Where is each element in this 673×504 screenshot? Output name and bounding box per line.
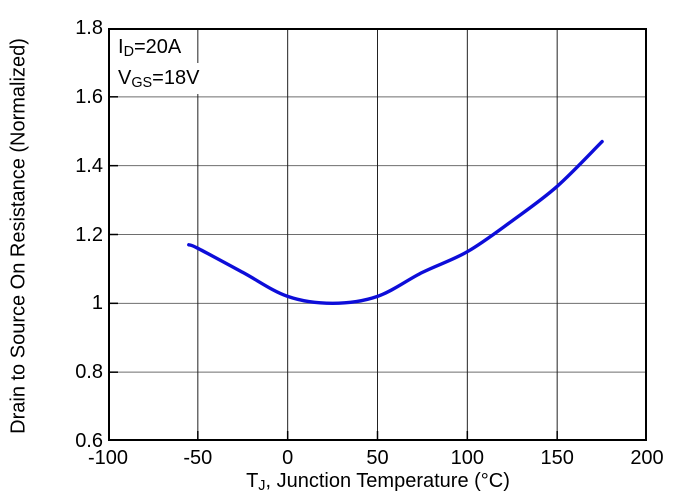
x-tick-label: 150 — [540, 447, 574, 469]
y-tick-label: 1.4 — [75, 154, 103, 177]
x-tick-label: 50 — [366, 447, 389, 469]
plot-area — [108, 28, 647, 441]
annotation-drain-current: ID=20A — [117, 32, 202, 63]
y-tick-label: 1.2 — [75, 223, 103, 246]
x-axis-title: TJ, Junction Temperature (°C) — [246, 470, 510, 493]
annotation-vgs-symbol: V — [118, 67, 132, 89]
x-tick-label: -100 — [87, 447, 129, 469]
y-tick-label: 0.6 — [75, 430, 103, 452]
y-axis-title: Drain to Source On Resistance (Normalize… — [7, 38, 30, 434]
annotation-id-subscript: D — [123, 44, 134, 61]
y-tick-label: 1.8 — [75, 17, 103, 39]
annotation-gate-voltage: VGS=18V — [117, 63, 203, 94]
x-axis-title-symbol: T — [246, 470, 259, 492]
x-tick-label: 0 — [282, 447, 294, 469]
rdson-curve — [187, 139, 604, 305]
x-axis-title-subscript: J — [258, 478, 266, 495]
x-tick-label: 200 — [630, 447, 664, 469]
annotation-vgs-value: =18V — [152, 67, 200, 89]
x-tick-label: -50 — [183, 447, 213, 469]
plot-border — [108, 28, 647, 441]
annotation-id-value: =20A — [133, 36, 182, 58]
y-tick-label: 1.6 — [75, 85, 103, 108]
test-conditions-annotation: ID=20A VGS=18V — [117, 32, 203, 94]
x-axis-title-text: , Junction Temperature (°C) — [265, 470, 510, 492]
annotation-vgs-subscript: GS — [131, 75, 153, 92]
x-tick-label: 100 — [450, 447, 485, 469]
y-tick-label: 1 — [91, 292, 103, 315]
y-tick-label: 0.8 — [75, 361, 103, 384]
annotation-id-symbol: I — [118, 36, 124, 58]
